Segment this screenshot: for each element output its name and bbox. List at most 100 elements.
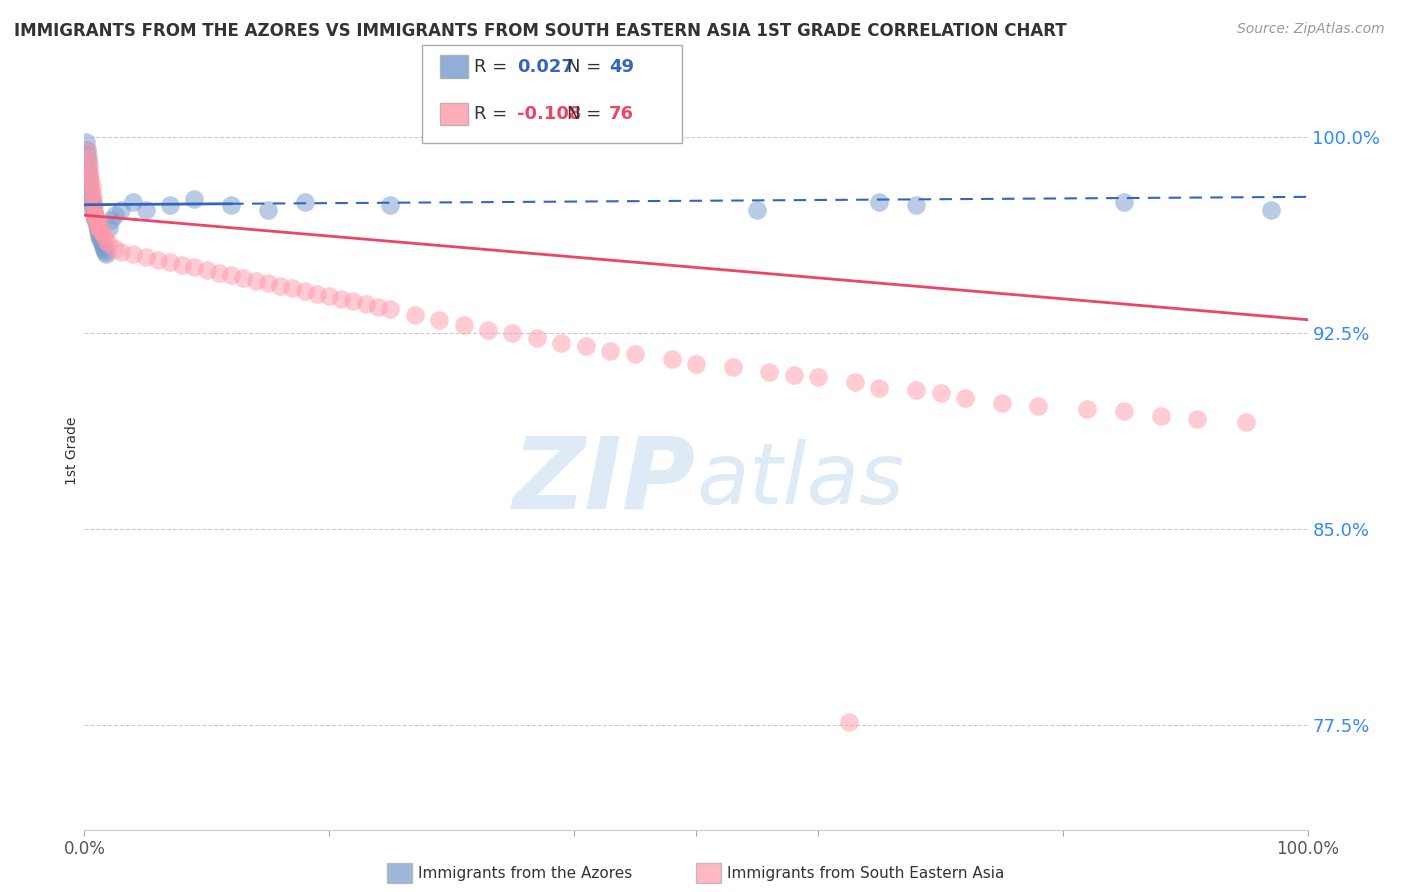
Text: Immigrants from South Eastern Asia: Immigrants from South Eastern Asia [727,866,1004,880]
Point [269,278,291,293]
Text: 0.027: 0.027 [517,58,574,76]
Point [294,284,316,298]
Point [79,187,101,202]
Text: atlas: atlas [696,439,904,523]
Point [97,236,120,251]
Point [1234,415,1257,429]
Point [86,219,108,233]
Point [869,195,891,210]
Point [100,213,122,227]
Point [79,182,101,196]
Point [94,244,117,259]
Point [80,179,103,194]
Point [89,224,111,238]
Point [83,205,105,219]
Point [838,715,860,730]
Text: -0.108: -0.108 [517,105,582,123]
Point [135,250,157,264]
Point [79,174,101,188]
Point [77,151,100,165]
Point [844,376,866,390]
Point [110,202,132,217]
Point [685,357,707,371]
Point [257,276,280,290]
Point [599,344,621,359]
Point [83,200,105,214]
Point [624,347,647,361]
Point [1114,404,1136,418]
Point [93,242,115,256]
Point [869,381,891,395]
Point [82,197,104,211]
Point [76,143,98,157]
Point [990,396,1012,410]
Point [96,247,118,261]
Point [84,211,107,225]
Text: Source: ZipAtlas.com: Source: ZipAtlas.com [1237,22,1385,37]
Point [83,205,105,219]
Point [526,331,548,345]
Point [1187,412,1209,426]
Text: 76: 76 [609,105,634,123]
Point [1114,195,1136,210]
Point [758,365,780,379]
Point [77,177,100,191]
Point [86,213,108,227]
Point [93,229,115,244]
Point [87,227,110,241]
Point [159,197,181,211]
Point [330,292,353,306]
Point [807,370,830,384]
Point [342,294,364,309]
Point [86,216,108,230]
Point [79,169,101,183]
Point [354,297,377,311]
Point [91,236,114,251]
Point [82,202,104,217]
Text: N =: N = [567,105,606,123]
Point [104,242,127,256]
Point [77,159,100,173]
Point [87,224,110,238]
Point [159,255,181,269]
Point [1028,399,1050,413]
Point [721,359,744,374]
Point [183,193,205,207]
Point [82,190,104,204]
Point [477,323,499,337]
Point [232,271,254,285]
Point [208,266,231,280]
Point [80,193,103,207]
Point [84,213,107,227]
Point [953,391,976,405]
Point [91,227,114,241]
Point [404,308,426,322]
Point [318,289,340,303]
Point [104,208,127,222]
Point [122,195,145,210]
Point [183,260,205,275]
Point [84,208,107,222]
Point [747,202,769,217]
Point [96,235,118,249]
Point [257,202,280,217]
Point [91,239,114,253]
Text: IMMIGRANTS FROM THE AZORES VS IMMIGRANTS FROM SOUTH EASTERN ASIA 1ST GRADE CORRE: IMMIGRANTS FROM THE AZORES VS IMMIGRANTS… [14,22,1067,40]
Point [77,153,100,168]
Point [90,235,112,249]
Point [80,185,103,199]
Point [281,281,304,295]
Point [86,216,108,230]
Point [97,221,120,235]
Point [122,247,145,261]
Point [82,195,104,210]
Point [929,386,952,401]
Point [77,163,100,178]
Text: Immigrants from the Azores: Immigrants from the Azores [418,866,631,880]
Point [1260,202,1282,217]
Point [84,211,107,225]
Point [146,252,169,267]
Point [77,171,100,186]
Point [905,197,928,211]
Point [294,195,316,210]
